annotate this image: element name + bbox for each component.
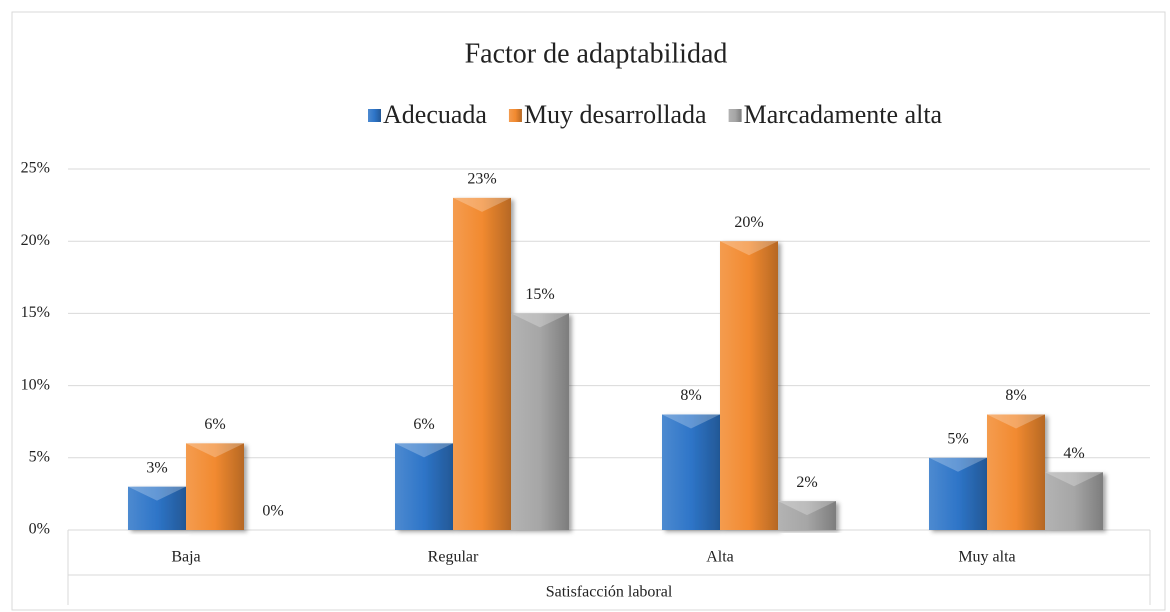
bar [1045,472,1103,530]
bar-bevel [720,241,778,256]
x-tick-label: Regular [428,549,479,566]
y-tick-label: 20% [21,232,50,249]
bar-bevel [929,457,987,472]
data-label: 8% [680,387,701,404]
x-axis-title: Satisfacción laboral [546,584,673,601]
bar-bevel [1045,472,1103,487]
bar [929,457,987,530]
data-label: 2% [796,474,817,491]
y-tick-label: 25% [21,160,50,177]
data-label: 6% [204,416,225,433]
data-label: 15% [525,286,554,303]
legend-label: Adecuada [383,100,487,129]
bar-bevel [186,443,244,458]
bar-bevel [511,313,569,328]
data-label: 20% [734,214,763,231]
x-tick-label: Baja [171,549,200,566]
legend-swatch [368,109,381,122]
bar-bevel [453,197,511,212]
y-tick-label: 5% [29,448,50,465]
data-label: 0% [262,503,283,520]
legend-swatch [508,109,522,122]
data-label: 23% [467,171,496,188]
bar-bevel [778,501,836,516]
bar [662,414,720,530]
bar [395,443,453,530]
bar [987,414,1045,530]
bar [453,197,511,530]
data-label: 5% [947,430,968,447]
bar [778,501,836,530]
data-label: 8% [1005,387,1026,404]
x-tick-label: Alta [706,549,734,566]
legend-label: Marcadamente alta [744,100,943,129]
bar-bevel [662,414,720,429]
chart-title: Factor de adaptabilidad [465,38,728,69]
bar-bevel [987,414,1045,429]
y-tick-label: 0% [29,521,50,538]
data-label: 6% [413,416,434,433]
bar-bevel [128,486,186,501]
data-label: 4% [1063,445,1084,462]
legend-swatch [728,109,742,122]
y-tick-label: 15% [21,304,50,321]
data-label: 3% [146,459,167,476]
bar [186,443,244,530]
bar [511,313,569,530]
legend-label: Muy desarrollada [524,100,707,129]
bar [128,486,186,530]
bar-bevel [395,443,453,458]
y-tick-label: 10% [21,376,50,393]
x-tick-label: Muy alta [958,549,1015,566]
bar [720,241,778,530]
